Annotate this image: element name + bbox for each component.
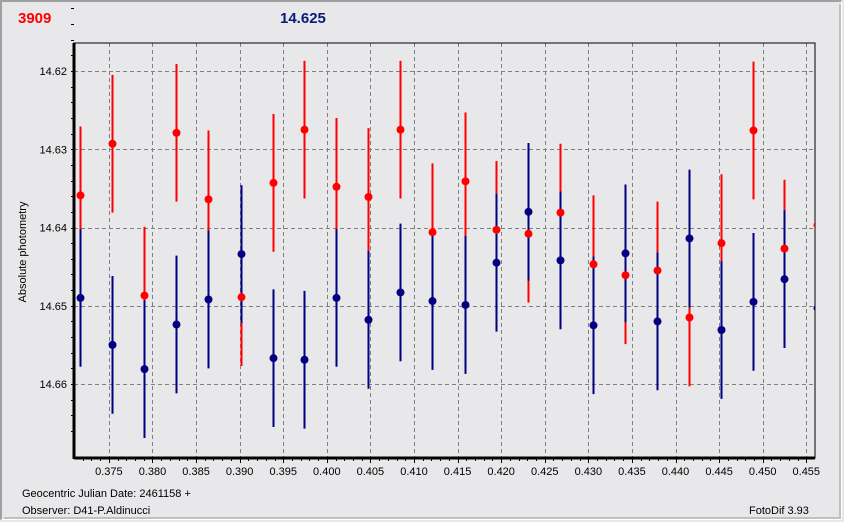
x-tick-label: 0.410 — [400, 466, 428, 478]
observer-label: Observer: D41-P.Aldinucci — [22, 505, 151, 517]
julian-date-label: Geocentric Julian Date: 2461158 + — [22, 488, 191, 500]
x-tick-label: 0.395 — [269, 466, 297, 478]
y-tick-label: 14.62 — [39, 66, 67, 78]
data-point — [332, 293, 341, 302]
data-point — [813, 304, 815, 312]
data-point — [556, 208, 565, 217]
data-point — [717, 239, 726, 248]
x-tick-label: 0.455 — [793, 466, 821, 478]
x-tick-label: 0.450 — [749, 466, 777, 478]
data-point — [685, 313, 694, 322]
data-point — [428, 228, 437, 237]
data-point — [108, 340, 117, 349]
data-point — [108, 139, 117, 148]
data-point — [749, 297, 758, 306]
data-point — [300, 125, 309, 134]
data-point — [269, 178, 278, 187]
x-tick-label: 0.390 — [226, 466, 254, 478]
data-point — [237, 250, 246, 259]
data-point — [172, 320, 181, 329]
data-point — [589, 260, 598, 269]
data-layer — [76, 60, 815, 438]
data-point — [461, 177, 470, 186]
x-tick-label: 0.385 — [182, 466, 210, 478]
data-point — [140, 291, 149, 300]
data-point — [813, 222, 815, 229]
data-point — [76, 191, 85, 200]
data-point — [204, 195, 213, 204]
data-point — [653, 266, 662, 275]
x-tick-label: 0.380 — [139, 466, 167, 478]
plot-frame — [73, 42, 816, 459]
data-point — [364, 315, 373, 324]
y-tick-label: 14.65 — [39, 301, 67, 313]
data-point — [780, 244, 789, 253]
y-tick-label: 14.66 — [39, 379, 67, 391]
data-point — [396, 125, 405, 134]
data-point — [621, 249, 630, 258]
x-tick-label: 0.430 — [575, 466, 603, 478]
x-tick-label: 0.415 — [444, 466, 472, 478]
data-point — [269, 354, 278, 363]
data-point — [749, 126, 758, 135]
data-point — [621, 271, 630, 280]
software-version-label: FotoDif 3.93 — [749, 505, 809, 517]
data-point — [428, 297, 437, 306]
y-tick-label: 14.64 — [39, 223, 67, 235]
data-point — [204, 295, 213, 304]
data-point — [237, 293, 246, 302]
x-tick-label: 0.420 — [487, 466, 515, 478]
data-point — [300, 355, 309, 364]
x-tick-label: 0.400 — [313, 466, 341, 478]
data-point — [364, 192, 373, 201]
data-point — [717, 326, 726, 335]
x-tick-label: 0.375 — [95, 466, 123, 478]
data-point — [76, 293, 85, 302]
data-point — [172, 128, 181, 137]
data-point — [461, 300, 470, 309]
x-tick-label: 0.425 — [531, 466, 559, 478]
data-point — [780, 275, 789, 284]
data-point — [524, 207, 533, 216]
data-point — [332, 182, 341, 191]
data-point — [685, 234, 694, 243]
magnitude-label: 14.625 — [280, 10, 326, 27]
data-point — [556, 256, 565, 265]
data-point — [524, 229, 533, 238]
data-point — [492, 258, 501, 267]
data-point — [396, 288, 405, 297]
x-tick-label: 0.445 — [705, 466, 733, 478]
x-tick-label: 0.440 — [662, 466, 690, 478]
star-id-label: 3909 — [18, 10, 52, 27]
data-point — [653, 317, 662, 326]
x-tick-label: 0.435 — [618, 466, 646, 478]
x-tick-label: 0.405 — [357, 466, 385, 478]
data-point — [492, 225, 501, 234]
data-point — [589, 321, 598, 330]
y-tick-label: 14.63 — [39, 144, 67, 156]
data-point — [140, 365, 149, 374]
